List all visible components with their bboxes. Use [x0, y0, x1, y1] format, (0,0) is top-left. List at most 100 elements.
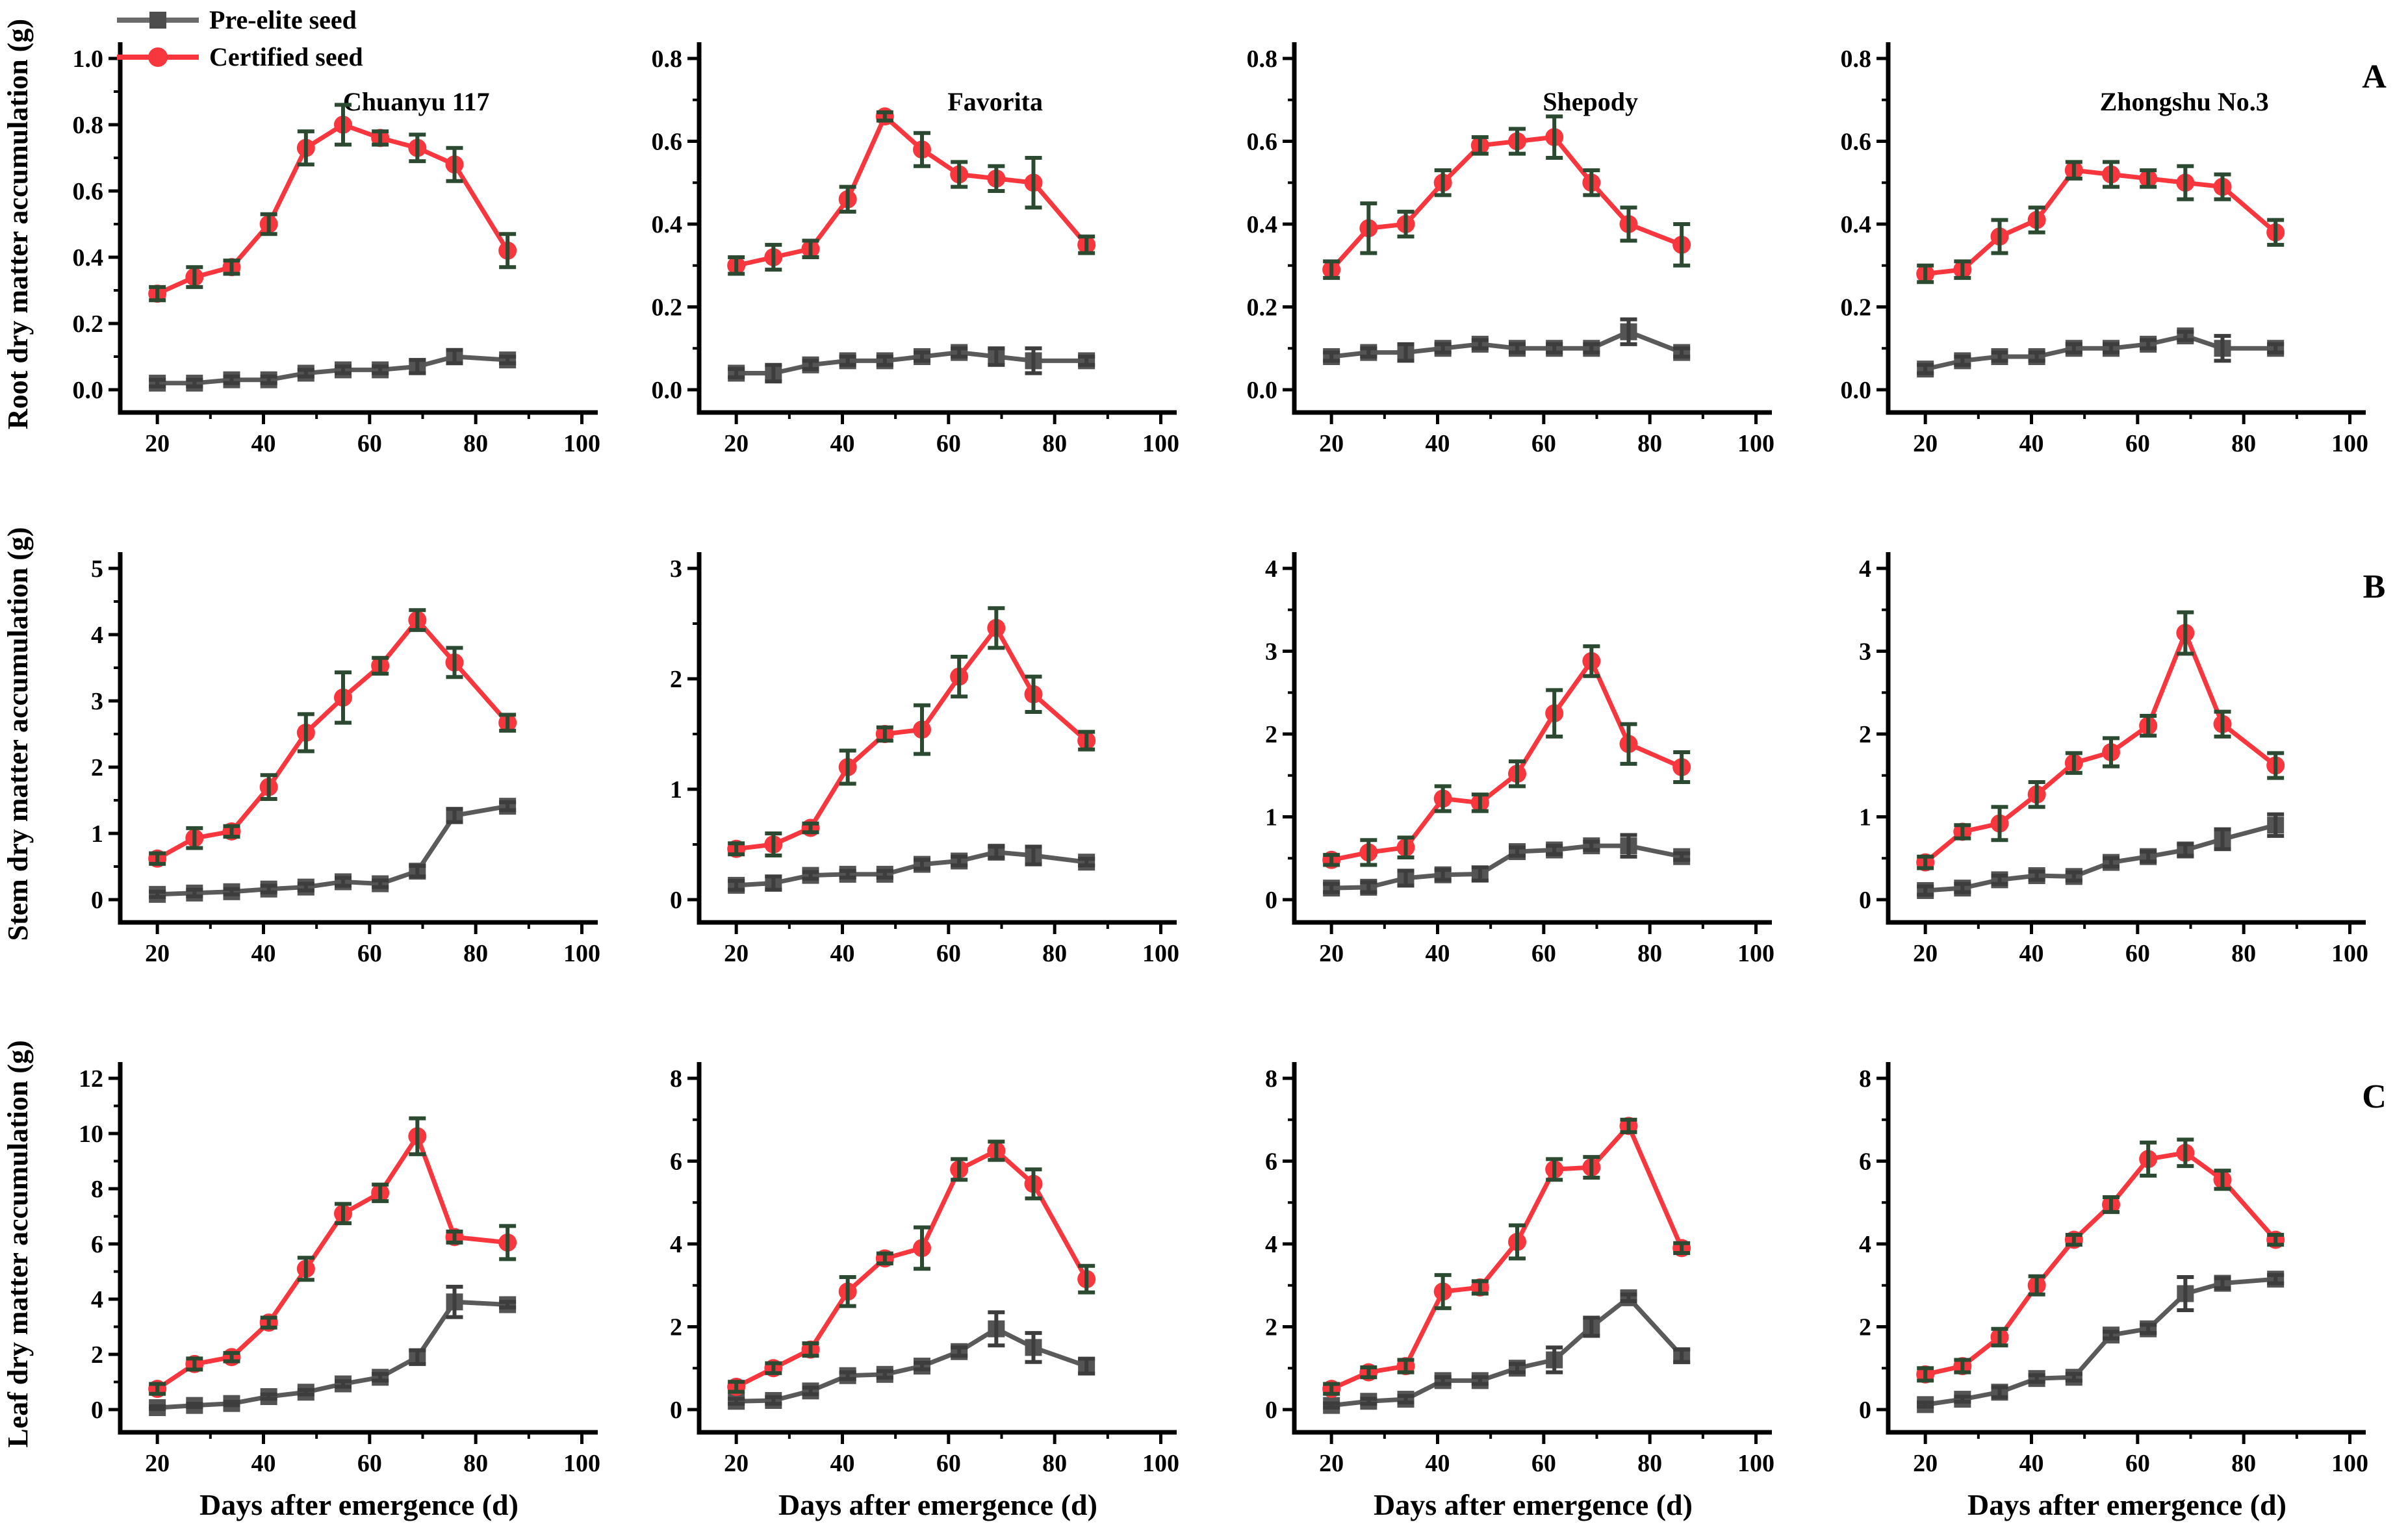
error-bar	[765, 831, 782, 857]
error-bar	[802, 870, 819, 881]
chart-cell-root-favorita: 0.0 0.2 0.4 0.6 0.8 20 40 60 80 100 Favorita	[602, 0, 1203, 510]
error-bar	[499, 713, 517, 733]
x-tick-label: 100	[563, 1450, 600, 1477]
error-bar	[2140, 1323, 2157, 1336]
axis-lines	[1292, 1062, 1772, 1435]
y-tick-label: 8	[1859, 1065, 1871, 1093]
x-tick-label: 100	[2331, 430, 2368, 457]
y-tick-label: 0	[1265, 1397, 1277, 1424]
x-tick-label: 60	[357, 430, 382, 457]
error-bar	[914, 1360, 930, 1372]
x-tick-label: 40	[830, 1450, 855, 1477]
subplot-title: Shepody	[1543, 87, 1638, 116]
error-bar	[335, 364, 352, 375]
x-tick-label: 80	[463, 430, 488, 457]
error-bar	[2177, 610, 2194, 656]
chart-stem-chuanyu-117: 0 1 2 3 4 5 20 40 60 80 100 Stem dry matter accumul…	[2, 527, 600, 967]
x-tick-label: 60	[357, 940, 382, 967]
error-bar	[2028, 779, 2045, 809]
error-bar	[1509, 342, 1526, 355]
error-bar	[951, 346, 968, 359]
series-certified-seed	[727, 606, 1096, 858]
error-bar	[260, 1392, 277, 1401]
error-bar	[1583, 644, 1600, 678]
y-tick-label: 12	[79, 1065, 103, 1093]
chart-cell-root-chuanyu-117: 0.0 0.2 0.4 0.6 0.8 1.0 20 40 60 80 100 Chuanyu 117…	[0, 0, 602, 510]
y-tick-label: 1	[91, 820, 103, 848]
error-bar	[2267, 218, 2285, 247]
error-bar	[1991, 218, 2008, 255]
x-tick-label: 20	[1913, 940, 1938, 967]
error-bar	[499, 355, 517, 366]
y-tick-label: 0	[91, 887, 103, 914]
y-tick-label: 2	[670, 1314, 682, 1341]
error-bar	[1954, 259, 1971, 280]
error-bar	[1620, 1117, 1637, 1134]
error-bar	[1025, 1331, 1042, 1364]
x-tick-label: 100	[1142, 1450, 1179, 1477]
certified-line-circle-icon	[117, 47, 199, 67]
legend-label: Certified seed	[209, 42, 363, 71]
error-bar	[223, 824, 240, 839]
chart-cell-stem-favorita: 0 1 2 3 20 40 60 80 100	[602, 510, 1203, 1020]
y-tick-label: 0	[91, 1397, 103, 1424]
x-tick-label: 80	[2231, 430, 2256, 457]
x-tick-label: 40	[1426, 1450, 1450, 1477]
error-bar	[149, 889, 166, 899]
y-tick-label: 0	[670, 887, 682, 914]
error-bar	[499, 232, 517, 270]
y-tick-label: 2	[91, 754, 103, 781]
axis-lines	[1292, 552, 1772, 925]
error-bar	[839, 184, 856, 214]
error-bar	[1917, 362, 1934, 375]
series-line	[157, 804, 508, 897]
y-tick-label: 4	[1265, 555, 1277, 583]
error-bar	[765, 1395, 782, 1406]
error-bar	[1673, 750, 1691, 784]
x-tick-label: 20	[724, 940, 749, 967]
error-bar	[1323, 1401, 1340, 1410]
y-axis-label: Root dry matter accumulation (g)	[2, 19, 34, 429]
series-certified-seed	[727, 1139, 1096, 1396]
x-axis-label: Days after emergence (d)	[1967, 1488, 2286, 1521]
error-bar	[1078, 1263, 1095, 1295]
x-tick-label: 40	[251, 1450, 276, 1477]
error-bar	[297, 881, 314, 893]
error-bar	[839, 1370, 856, 1381]
error-bar	[1323, 350, 1340, 363]
series-line	[736, 850, 1087, 888]
error-bar	[1025, 1167, 1042, 1200]
x-tick-label: 80	[1637, 1450, 1662, 1477]
y-tick-label: 2	[1265, 721, 1277, 748]
error-bar	[2267, 342, 2285, 355]
y-tick-label: 2	[1265, 1314, 1277, 1341]
error-bar	[260, 773, 277, 801]
x-tick-label: 40	[251, 430, 276, 457]
chart-leaf-chuanyu-117: 0 2 4 6 8 10 12 20 40 60 80 100 Leaf dry matter accu…	[2, 1040, 600, 1521]
error-bar	[297, 1256, 314, 1282]
error-bar	[1078, 1356, 1095, 1376]
error-bar	[1397, 1358, 1415, 1375]
chart-cell-leaf-shepody: 0 2 4 6 8 20 40 60 80 100 Days after emergence (d)	[1203, 1020, 1805, 1530]
error-bar	[149, 1382, 166, 1396]
y-tick-label: 5	[91, 555, 103, 583]
legend: Pre-elite seed Certified seed	[116, 1, 363, 75]
error-bar	[335, 670, 352, 725]
series-line	[1329, 134, 1683, 272]
error-bar	[914, 703, 930, 756]
error-bar	[1323, 1382, 1340, 1396]
y-tick-label: 0	[1265, 887, 1277, 914]
x-tick-label: 80	[2231, 1450, 2256, 1477]
error-bar	[409, 863, 426, 879]
y-tick-label: 0.2	[73, 310, 104, 338]
series-pre-elite-seed	[1323, 833, 1691, 897]
error-bar	[149, 1404, 166, 1412]
series-line	[156, 122, 510, 296]
series-certified-seed	[1322, 1117, 1691, 1399]
error-bar	[1471, 338, 1489, 351]
error-bar	[728, 255, 745, 276]
error-bar	[765, 362, 782, 384]
error-bar	[876, 1251, 893, 1265]
error-bar	[1954, 823, 1971, 841]
y-tick-label: 1	[1859, 804, 1871, 831]
